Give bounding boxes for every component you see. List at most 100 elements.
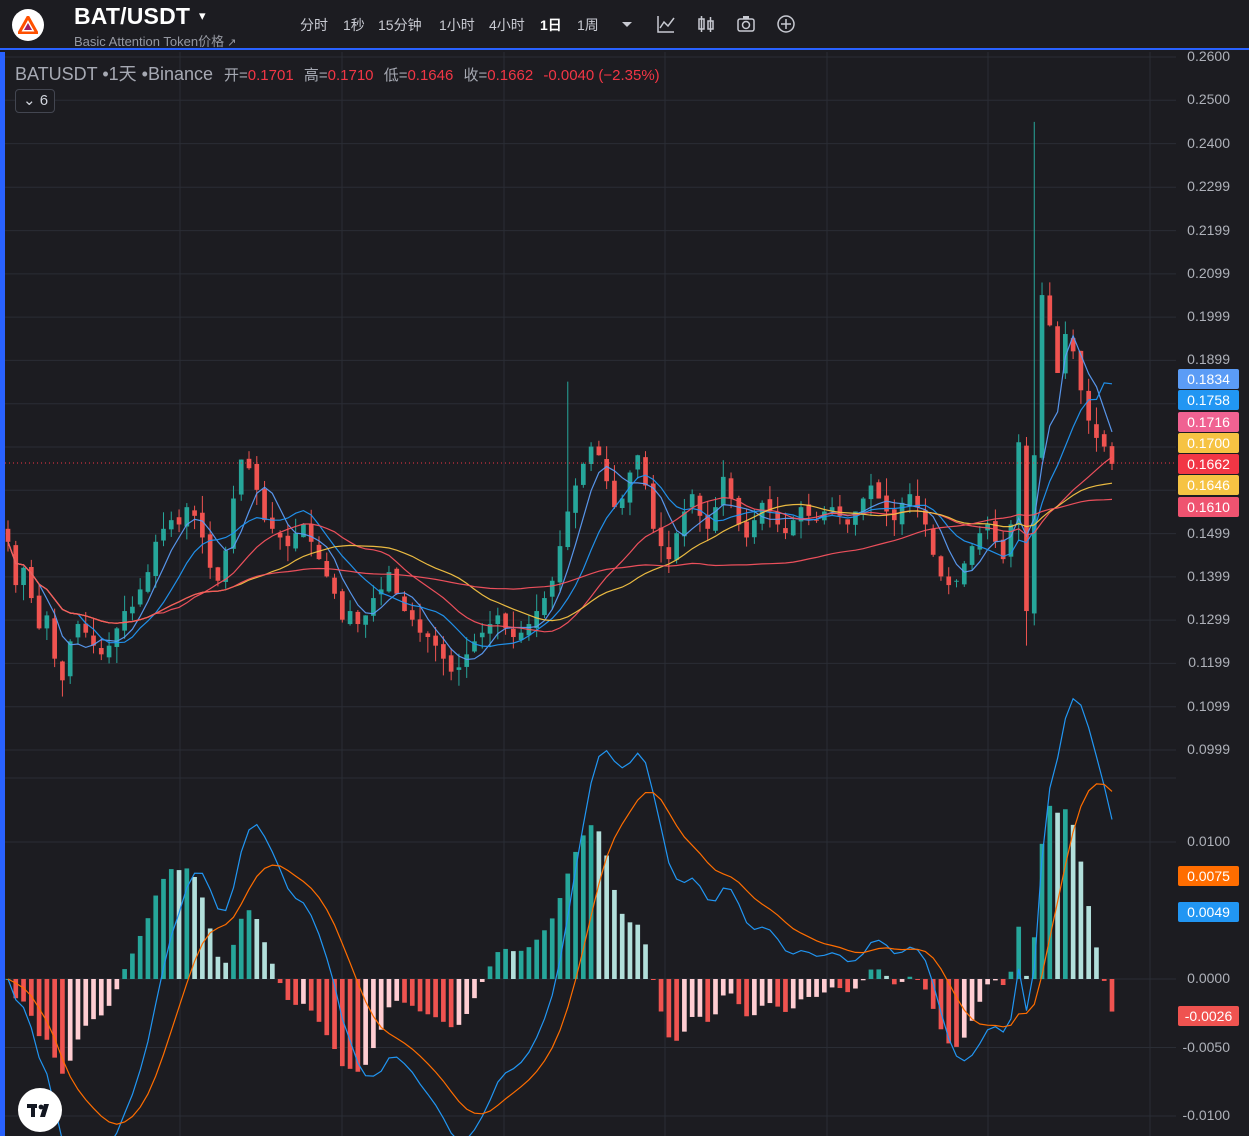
candle-body: [91, 635, 96, 646]
macd-histogram-bar: [720, 979, 726, 996]
candle-body: [52, 618, 57, 659]
macd-histogram-bar: [402, 979, 407, 1003]
tab-timeframe-tick[interactable]: 分时: [300, 17, 328, 33]
tab-timeframe-1s[interactable]: 1秒: [343, 17, 365, 33]
candle-body: [1008, 524, 1014, 557]
tab-timeframe-1w[interactable]: 1周: [577, 17, 599, 33]
candle-body: [1086, 390, 1092, 421]
macd-histogram-bar: [666, 979, 672, 1038]
macd-histogram-bar: [472, 979, 477, 999]
candle-body: [604, 459, 609, 482]
macd-histogram-bar: [635, 924, 641, 979]
price-axis-label: 0.1399: [1187, 567, 1230, 584]
chart-area[interactable]: [0, 52, 1249, 1136]
macd-histogram-bar: [876, 969, 882, 979]
macd-histogram-bar: [518, 950, 524, 979]
tradingview-logo-icon[interactable]: [18, 1088, 62, 1132]
candle-body: [643, 457, 648, 486]
macd-histogram-bar: [814, 979, 819, 997]
macd-histogram-bar: [526, 947, 532, 979]
macd-axis-label: -0.0100: [1182, 1107, 1230, 1123]
tab-timeframe-1d[interactable]: 1日: [540, 17, 562, 33]
price-axis-label: 0.2400: [1187, 134, 1230, 151]
macd-histogram-bar: [884, 975, 889, 979]
macd-histogram-bar: [207, 928, 213, 979]
macd-histogram-bar: [705, 979, 711, 1022]
macd-histogram-bar: [441, 979, 446, 1022]
top-toolbar: BAT/USDT ▾ Basic Attention Token价格 ↗ 分时 1…: [0, 0, 1249, 50]
indicators-toggle-button[interactable]: ⌄ 6: [15, 89, 55, 113]
macd-histogram-bar: [915, 979, 920, 980]
legend-high: 0.1710: [327, 67, 374, 84]
macd-histogram-bar: [596, 831, 602, 979]
legend-change: -0.0040 (−2.35%): [543, 67, 660, 84]
macd-histogram-bar: [1063, 809, 1068, 979]
candle-body: [635, 455, 641, 470]
tab-timeframe-15m[interactable]: 15分钟: [378, 17, 422, 33]
price-axis-label: 0.1899: [1187, 351, 1230, 368]
macd-histogram-bar: [1055, 812, 1060, 979]
candle-body: [371, 598, 376, 616]
candle-body: [822, 511, 827, 521]
macd-histogram-bar: [456, 979, 462, 1025]
add-icon[interactable]: [775, 13, 797, 35]
candle-body: [215, 567, 221, 581]
candle-body: [1094, 424, 1099, 438]
candle-body: [28, 566, 34, 599]
macd-histogram-bar: [1086, 906, 1092, 979]
candle-body: [534, 611, 540, 629]
candle-body: [161, 528, 166, 541]
candle-body: [308, 524, 314, 542]
candle-body: [775, 511, 781, 525]
candle-body: [355, 611, 361, 625]
macd-histogram-bar: [1047, 805, 1053, 979]
macd-histogram-bar: [130, 953, 135, 979]
candle-body: [130, 606, 135, 614]
candle-body: [332, 577, 337, 594]
macd-histogram-bar: [767, 979, 773, 1004]
price-axis-label: 0.2600: [1187, 48, 1230, 64]
candle-body: [790, 520, 796, 536]
symbol-title[interactable]: BAT/USDT: [74, 3, 191, 29]
macd-histogram-bar: [417, 979, 423, 1012]
macd-tag: -0.0026: [1178, 1006, 1239, 1026]
macd-histogram-bar: [153, 895, 159, 979]
camera-icon[interactable]: [735, 13, 757, 35]
tab-timeframe-1h[interactable]: 1小时: [439, 17, 475, 33]
macd-histogram-bar: [1031, 937, 1037, 979]
macd-histogram-bar: [682, 979, 687, 1032]
macd-histogram-bar: [650, 979, 656, 980]
candle-type-icon[interactable]: [695, 13, 717, 35]
candle-body: [752, 520, 757, 538]
macd-histogram-bar: [1078, 861, 1084, 979]
macd-histogram-bar: [293, 979, 298, 1005]
macd-histogram-bar: [324, 979, 330, 1036]
macd-histogram-bar: [176, 870, 182, 979]
macd-histogram-bar: [67, 979, 73, 1061]
ma5-line: [7, 334, 1113, 661]
candle-body: [44, 615, 50, 629]
indicator-icon[interactable]: [655, 13, 677, 35]
tab-timeframe-4h[interactable]: 4小时: [489, 17, 525, 33]
candle-body: [1039, 295, 1045, 458]
price-tag: 0.1662: [1178, 454, 1239, 474]
symbol-subtitle[interactable]: Basic Attention Token价格 ↗: [74, 34, 237, 49]
candle-body: [588, 446, 594, 465]
price-axis-label: 0.2199: [1187, 221, 1230, 238]
candle-body: [923, 510, 928, 525]
ma60-line: [7, 498, 1113, 624]
symbol-dropdown-icon[interactable]: ▾: [199, 8, 206, 23]
macd-histogram-bar: [448, 979, 454, 1028]
macd-histogram-bar: [938, 979, 944, 1030]
macd-histogram-bar: [899, 979, 905, 982]
macd-histogram-bar: [28, 979, 34, 1016]
candle-body: [736, 497, 742, 525]
chevron-down-icon[interactable]: [616, 13, 638, 35]
candle-body: [448, 655, 454, 672]
macd-histogram-bar: [270, 963, 275, 979]
candle-body: [270, 517, 275, 529]
macd-histogram-bar: [775, 979, 781, 1007]
macd-histogram-bar: [114, 979, 120, 990]
macd-histogram-bar: [363, 979, 368, 1065]
